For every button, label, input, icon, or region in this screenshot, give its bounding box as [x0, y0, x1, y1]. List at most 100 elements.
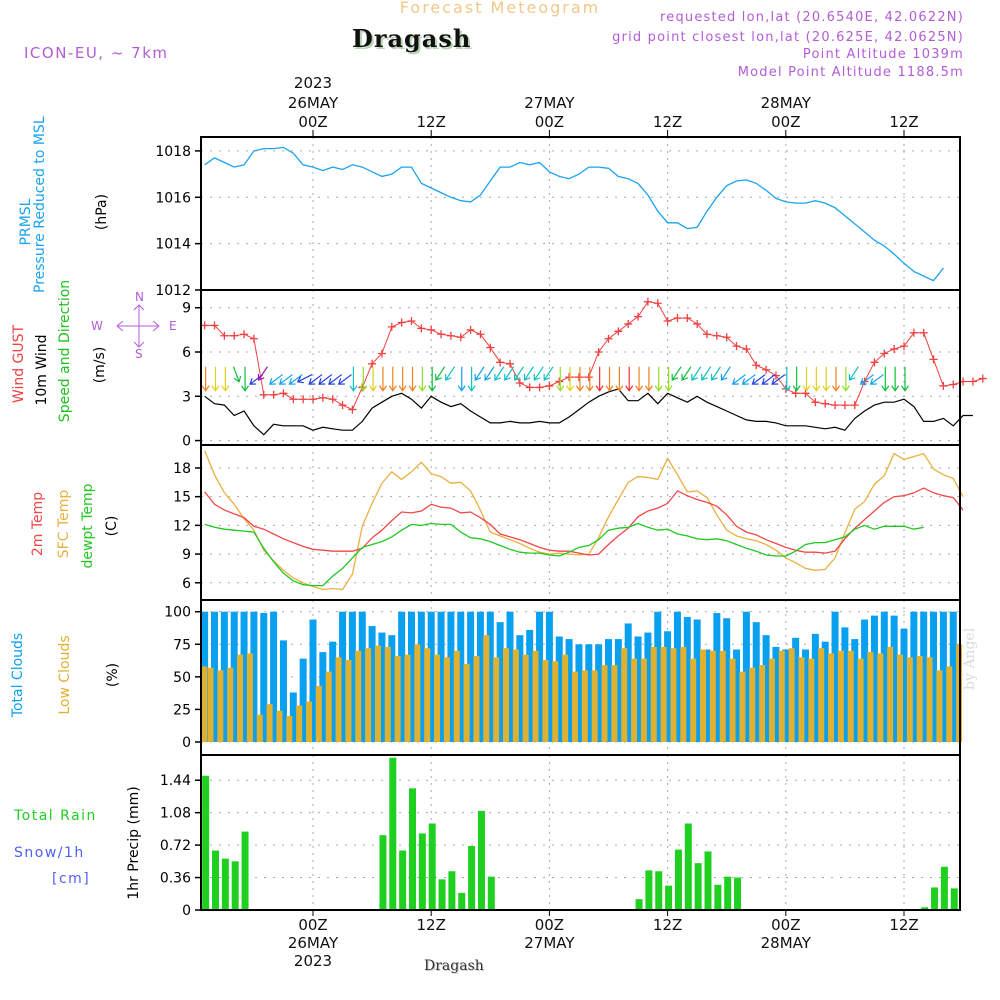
- gust-marker: [604, 334, 613, 343]
- bottom-axis-label: 12Z: [653, 916, 682, 934]
- gust-marker: [584, 373, 593, 382]
- wind-arrow: [771, 374, 786, 385]
- wind-arrow: [782, 366, 791, 392]
- wind-arrow: [566, 366, 575, 392]
- top-axis-label: 00Z: [535, 113, 564, 131]
- low-clouds-bar: [473, 656, 480, 742]
- wind-arrow: [720, 366, 731, 381]
- total-clouds-bar: [890, 615, 898, 742]
- gust-marker: [210, 321, 219, 330]
- y-tick-label: 12: [173, 518, 191, 534]
- gust-marker: [939, 381, 948, 390]
- low-clouds-bar: [837, 650, 844, 742]
- gust-marker: [456, 333, 465, 342]
- wind-arrow: [504, 366, 515, 381]
- total-clouds-bar: [299, 658, 307, 742]
- precip-bar: [448, 871, 456, 910]
- low-clouds-bar: [581, 670, 588, 742]
- gust-marker: [732, 342, 741, 351]
- low-clouds-bar: [562, 654, 569, 742]
- low-clouds-bar: [690, 658, 697, 742]
- low-clouds-bar: [522, 654, 529, 742]
- low-clouds-bar: [542, 659, 549, 742]
- wind-arrow: [891, 366, 900, 392]
- wind-arrow: [241, 366, 250, 392]
- wind-arrow: [398, 366, 407, 392]
- low-clouds-bar: [384, 646, 391, 742]
- low-clouds-bar: [246, 653, 253, 742]
- gust-marker: [535, 383, 544, 392]
- wind-arrow: [444, 366, 456, 381]
- wind-arrow: [615, 366, 624, 392]
- total-clouds-bar: [713, 613, 721, 742]
- precip-bar: [418, 833, 426, 910]
- precip-bar: [409, 788, 416, 910]
- total-clouds-bar: [624, 623, 632, 742]
- total-clouds-bar: [792, 637, 800, 742]
- low-clouds-bar: [201, 666, 207, 742]
- snow-label: Snow/1h: [14, 845, 85, 861]
- total-clouds-bar: [378, 632, 386, 742]
- gust-marker: [683, 314, 692, 323]
- top-axis-label: 12Z: [889, 113, 918, 131]
- gust-marker: [712, 331, 721, 340]
- wind-arrow: [710, 366, 721, 381]
- wind-arrow: [859, 374, 874, 385]
- total-clouds-bar: [683, 616, 691, 742]
- total-clouds-bar: [949, 611, 957, 742]
- total-clouds-bar: [486, 611, 494, 742]
- low-clouds-bar: [828, 653, 835, 742]
- gust-marker: [338, 401, 347, 410]
- total-clouds-bar: [260, 613, 268, 742]
- total-clouds-bar: [723, 618, 731, 742]
- bottom-axis-label: 00Z: [771, 916, 800, 934]
- top-axis-label: 26MAY: [288, 94, 339, 112]
- wind-arrow: [822, 366, 831, 392]
- footer-location: Dragash: [424, 958, 484, 974]
- gust-marker: [387, 322, 396, 331]
- low-clouds-bar: [483, 635, 490, 742]
- wind-arrow: [278, 374, 293, 385]
- y-tick-label: 1012: [155, 283, 191, 299]
- bottom-axis-label: 00Z: [298, 916, 327, 934]
- wind-arrow: [543, 366, 554, 381]
- y-tick-label: 1018: [155, 144, 191, 160]
- snow-unit-label: [cm]: [52, 871, 91, 887]
- total-clouds-bar: [309, 619, 317, 742]
- y-tick-label: 0.36: [160, 871, 191, 887]
- low-clouds-bar: [306, 701, 312, 742]
- wind-arrow: [308, 374, 323, 385]
- total-clouds-bar: [939, 611, 947, 742]
- gust-marker: [506, 359, 514, 368]
- gust-marker: [880, 349, 889, 358]
- model-name: ICON-EU, ~ 7km: [24, 44, 169, 62]
- wind-arrow: [802, 366, 811, 392]
- precip-bar: [389, 757, 397, 910]
- gust-marker: [446, 331, 455, 340]
- panel-frame: [200, 754, 961, 911]
- total-clouds-bar: [457, 611, 465, 742]
- low-clouds-bar: [512, 649, 519, 742]
- wind-arrow: [701, 366, 712, 381]
- bottom-axis-label: 12Z: [889, 916, 918, 934]
- wind-arrow: [513, 366, 524, 381]
- y-tick-label: 1.44: [160, 773, 191, 789]
- gust-marker: [220, 331, 229, 340]
- gust-marker: [968, 377, 977, 386]
- total-clouds-bar: [565, 639, 573, 742]
- bottom-axis-label: 28MAY: [761, 934, 812, 952]
- bottom-axis-label: 12Z: [417, 916, 446, 934]
- wind-arrow: [881, 366, 890, 392]
- total-rain-label: Total Rain: [14, 808, 97, 824]
- total-clouds-bar: [693, 619, 701, 742]
- gust-marker: [870, 358, 879, 367]
- total-clouds-bar: [910, 611, 918, 742]
- wind-arrow: [605, 366, 614, 392]
- total-clouds-bar: [742, 611, 750, 742]
- precip-bar: [468, 846, 476, 910]
- total-clouds-bar: [752, 622, 760, 742]
- low-clouds-bar: [286, 715, 293, 742]
- total-clouds-bar: [447, 611, 455, 742]
- temp-2m-line: [204, 487, 964, 556]
- total-clouds-bar: [782, 649, 790, 742]
